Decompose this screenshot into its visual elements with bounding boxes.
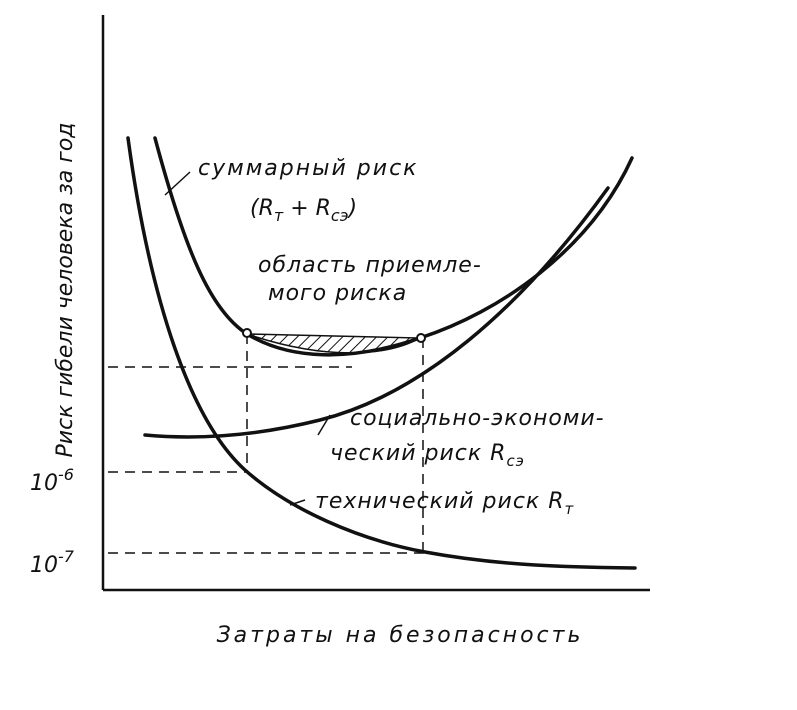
point (416, 333, 426, 343)
label: мого риска (268, 281, 407, 306)
tick-exp: -7 (58, 547, 75, 566)
label: социально-экономи- (350, 406, 605, 431)
label: область приемле- (258, 253, 482, 278)
dashed-guides (108, 334, 425, 554)
socio-economic-risk-curve (143, 186, 610, 439)
tick-label: 10-6 (30, 465, 74, 496)
label: ческий риск Rсэ (330, 441, 525, 470)
subscript: т (274, 206, 284, 225)
y-axis-label: Риск гибели человека за год (53, 123, 78, 458)
text: ) (347, 196, 358, 221)
subscript: т (564, 500, 574, 518)
x-axis-label: Затраты на безопасность (217, 623, 584, 648)
label: технический риск Rт (315, 489, 574, 518)
leader (164, 171, 191, 196)
tick-label: 10-7 (30, 547, 75, 578)
leader (317, 414, 331, 436)
label: (Rт + Rсэ) (250, 196, 357, 225)
point (242, 328, 252, 338)
tick-exp: -6 (58, 465, 74, 484)
text: ческий риск R (330, 441, 506, 466)
label: суммарный риск (198, 156, 418, 181)
total-risk-curve (153, 136, 634, 357)
subscript: сэ (331, 206, 349, 225)
subscript: сэ (506, 452, 524, 470)
tick-base: 10 (30, 553, 58, 578)
text: + R (283, 196, 331, 221)
text: (R (250, 196, 274, 221)
tick-base: 10 (30, 471, 58, 496)
leader (289, 499, 306, 506)
acceptable-region (246, 333, 423, 354)
text: технический риск R (315, 489, 564, 514)
technical-risk-curve (126, 136, 637, 570)
